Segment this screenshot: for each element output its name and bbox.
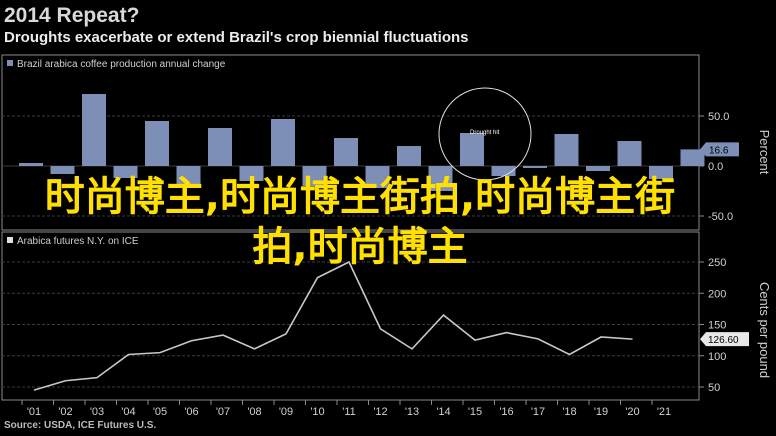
x-tick-label: '02 — [58, 406, 72, 418]
x-tick-label: '08 — [247, 406, 261, 418]
bottom-badge-shape — [700, 332, 749, 347]
production-bar — [397, 146, 421, 166]
bottom-gridlines — [2, 261, 699, 388]
drought-circle — [438, 87, 532, 181]
production-bar — [680, 149, 705, 166]
x-tick-label: '20 — [625, 406, 639, 418]
production-bar — [617, 141, 642, 166]
price-line — [33, 260, 633, 391]
top-tick-label: 50.0 — [708, 111, 729, 123]
bar-legend-label: Brazil arabica coffee production annual … — [17, 59, 226, 70]
bottom-last-value-badge: 126.60 — [700, 332, 749, 347]
x-tick-label: '18 — [562, 406, 576, 418]
x-tick-label: '11 — [342, 406, 356, 418]
production-bar — [176, 166, 201, 184]
x-tick-label: '16 — [499, 406, 513, 418]
x-tick-label: '07 — [216, 406, 230, 418]
production-bar — [649, 166, 673, 179]
top-badge-text: 16.6 — [709, 145, 729, 156]
bottom-panel-frame — [1, 231, 700, 401]
x-tick-label: '05 — [153, 406, 167, 418]
x-tick-label: '06 — [184, 406, 198, 418]
bottom-tick-label: 200 — [708, 288, 726, 300]
top-badge-shape — [700, 142, 739, 157]
production-bar — [302, 166, 327, 186]
top-tick-label: 0.0 — [708, 161, 723, 173]
bar-series — [19, 94, 705, 191]
x-tick-label: '14 — [436, 406, 450, 418]
line-legend-swatch — [7, 237, 13, 243]
chart-title: 2014 Repeat? — [4, 4, 140, 27]
x-tick-label: '10 — [310, 406, 324, 418]
production-bar — [586, 166, 610, 171]
bottom-tick-label: 50 — [708, 382, 720, 394]
bottom-tick-label: 100 — [708, 351, 726, 363]
production-bar — [145, 121, 169, 166]
production-bar — [271, 119, 295, 166]
bottom-badge-text: 126.60 — [708, 335, 739, 346]
x-tick-label: '09 — [279, 406, 293, 418]
production-bar — [491, 166, 516, 176]
line-legend-label: Arabica futures N.Y. on ICE — [17, 236, 139, 247]
top-y-axis-title: Percent — [757, 130, 772, 175]
x-tick-label: '21 — [657, 406, 671, 418]
x-tick-label: '03 — [90, 406, 104, 418]
bottom-y-axis: 250 200 150 100 50 — [699, 257, 726, 394]
production-bar — [50, 166, 75, 174]
production-bar — [113, 166, 138, 178]
x-tick-label: '15 — [468, 406, 482, 418]
production-bar — [428, 166, 453, 191]
production-bar — [82, 94, 106, 166]
top-panel-frame — [1, 54, 700, 231]
top-last-value-badge: 16.6 — [700, 142, 739, 157]
x-tick-label: '01 — [27, 406, 41, 418]
bottom-tick-label: 150 — [708, 320, 726, 332]
top-tick-label: -50.0 — [708, 211, 733, 223]
production-bar — [19, 163, 43, 166]
production-bar — [365, 166, 390, 188]
x-tick-label: '13 — [405, 406, 419, 418]
production-bar — [523, 166, 547, 168]
bar-legend-swatch — [7, 60, 13, 66]
production-bar — [460, 133, 484, 166]
source-note: Source: USDA, ICE Futures U.S. — [4, 420, 157, 431]
bottom-tick-label: 250 — [708, 257, 726, 269]
drought-annotation: Drought hit — [470, 130, 500, 136]
bottom-y-axis-title: Cents per pound — [757, 282, 772, 378]
overlay-caption: 时尚博主,时尚博主街拍,时尚博主街拍,时尚博主 — [44, 174, 676, 270]
x-tick-label: '04 — [121, 406, 135, 418]
x-tick-label: '17 — [531, 406, 545, 418]
production-bar — [554, 134, 579, 166]
production-bar — [239, 166, 264, 181]
top-y-axis: 50.0 0.0 -50.0 — [699, 111, 733, 223]
x-tick-label: '19 — [594, 406, 608, 418]
production-bar — [334, 138, 358, 166]
production-bar — [208, 128, 232, 166]
x-tick-label: '12 — [373, 406, 387, 418]
x-axis: '01 '02 '03 '04 '05 '06 '07 '08 '09 '10 '11 '12 '13 '… — [21, 400, 671, 418]
chart-subtitle: Droughts exacerbate or extend Brazil's c… — [4, 29, 469, 46]
